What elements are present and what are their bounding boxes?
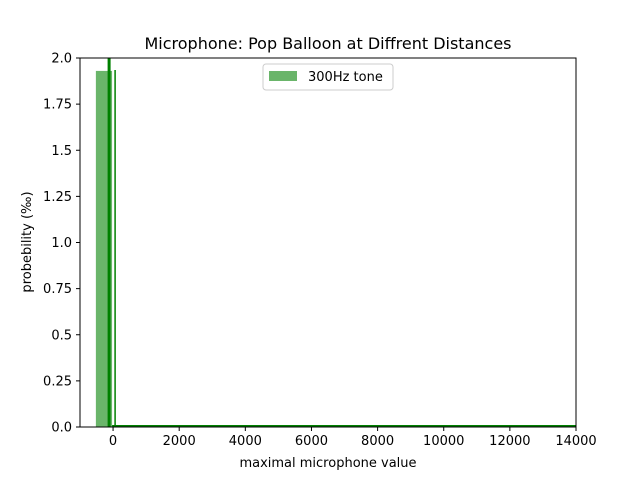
legend-label: 300Hz tone [308,70,383,85]
y-tick-label: 0.5 [51,328,72,343]
y-tick-label: 2.0 [51,52,72,67]
axis-ticks: 0 2000 4000 6000 8000 10000 12000 14000 0.0 0.25 0… [43,52,597,450]
x-tick-label: 12000 [489,434,530,449]
x-tick-label: 14000 [555,434,596,449]
x-tick-label: 6000 [295,434,328,449]
y-tick-label: 1.25 [43,190,72,205]
axes-frame [79,57,577,428]
legend: 300Hz tone [262,63,394,91]
y-tick-label: 0.25 [43,374,72,389]
y-tick-label: 0.75 [43,282,72,297]
y-tick-label: 1.0 [51,236,72,251]
y-tick-label: 1.75 [43,98,72,113]
x-tick-label: 0 [109,434,117,449]
chart-title: Microphone: Pop Balloon at Diffrent Dist… [144,34,511,53]
legend-frame [262,63,394,91]
x-tick-label: 4000 [229,434,262,449]
x-axis-label: maximal microphone value [239,456,416,471]
plot-area [95,58,576,427]
y-axis-label: probebility (‰) [20,191,35,292]
x-tick-label: 10000 [423,434,464,449]
legend-swatch [269,71,297,81]
x-tick-label: 2000 [163,434,196,449]
x-tick-label: 8000 [361,434,394,449]
y-tick-label: 0.0 [51,421,72,436]
y-tick-label: 1.5 [51,144,72,159]
